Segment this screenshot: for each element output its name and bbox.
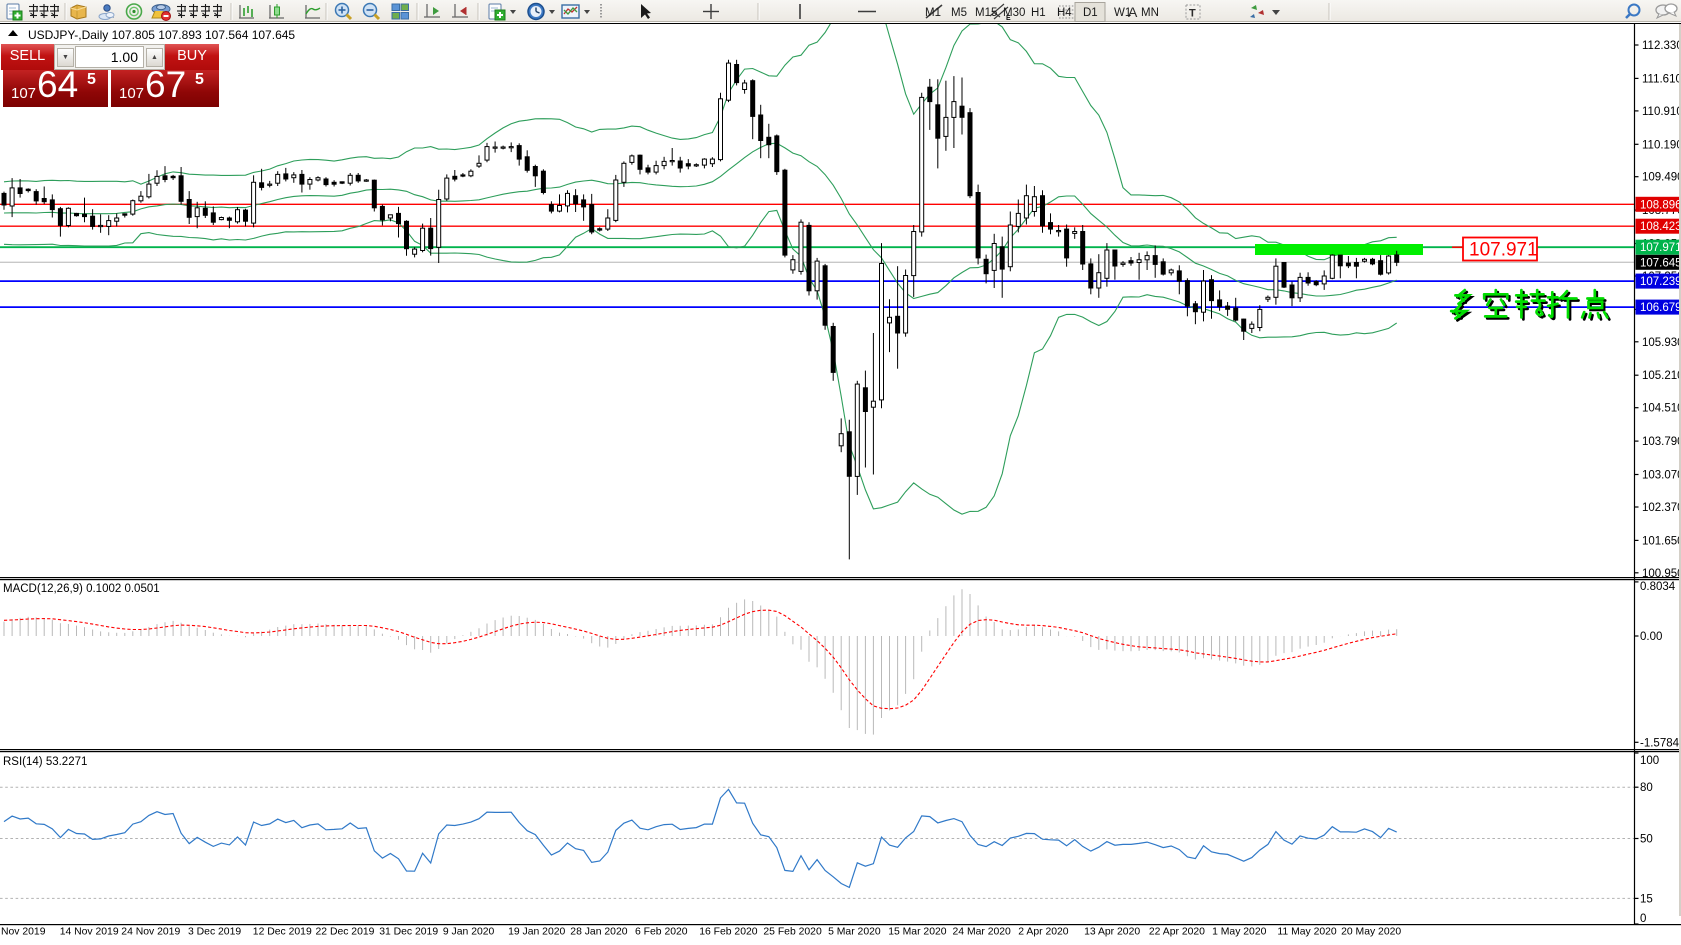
svg-text:13 Apr 2020: 13 Apr 2020 [1084, 927, 1140, 938]
svg-text:107.971: 107.971 [1469, 240, 1538, 261]
svg-text:105.930: 105.930 [1642, 337, 1681, 349]
svg-text:100.950: 100.950 [1642, 568, 1681, 580]
svg-text:50: 50 [1640, 834, 1653, 846]
svg-text:105.210: 105.210 [1642, 370, 1681, 382]
svg-text:W1: W1 [1114, 7, 1131, 19]
svg-text:80: 80 [1640, 782, 1653, 794]
svg-text:102.370: 102.370 [1642, 502, 1681, 514]
svg-text:107.239: 107.239 [1640, 276, 1681, 288]
svg-text:31 Dec 2019: 31 Dec 2019 [379, 927, 438, 938]
svg-text:0.8034: 0.8034 [1640, 581, 1676, 593]
svg-text:M30: M30 [1003, 7, 1025, 19]
svg-text:112.330: 112.330 [1642, 40, 1681, 52]
svg-text:103.070: 103.070 [1642, 470, 1681, 482]
svg-text:9 Jan 2020: 9 Jan 2020 [443, 927, 495, 938]
svg-text:28 Jan 2020: 28 Jan 2020 [570, 927, 627, 938]
svg-text:15 Mar 2020: 15 Mar 2020 [888, 927, 947, 938]
svg-text:14 Nov 2019: 14 Nov 2019 [60, 927, 119, 938]
svg-text:-1.5784: -1.5784 [1640, 737, 1680, 749]
svg-text:1 May 2020: 1 May 2020 [1212, 927, 1267, 938]
svg-text:25 Feb 2020: 25 Feb 2020 [763, 927, 822, 938]
svg-text:USDJPY-,Daily 107.805 107.893: USDJPY-,Daily 107.805 107.893 107.564 10… [28, 28, 295, 42]
svg-text:110.190: 110.190 [1642, 139, 1681, 151]
svg-text:24 Mar 2020: 24 Mar 2020 [953, 927, 1012, 938]
svg-text:Nov 2019: Nov 2019 [1, 927, 46, 938]
svg-text:D1: D1 [1083, 7, 1098, 19]
svg-text:24 Nov 2019: 24 Nov 2019 [121, 927, 180, 938]
svg-text:111.610: 111.610 [1642, 73, 1681, 85]
svg-text:0: 0 [1640, 913, 1646, 925]
svg-text:110.910: 110.910 [1642, 106, 1681, 118]
svg-text:2 Apr 2020: 2 Apr 2020 [1018, 927, 1068, 938]
svg-text:12 Dec 2019: 12 Dec 2019 [253, 927, 312, 938]
svg-text:M15: M15 [975, 7, 997, 19]
svg-text:M5: M5 [951, 7, 967, 19]
svg-text:3 Dec 2019: 3 Dec 2019 [188, 927, 241, 938]
svg-text:H4: H4 [1057, 7, 1072, 19]
svg-text:22 Dec 2019: 22 Dec 2019 [316, 927, 375, 938]
svg-text:107.971: 107.971 [1640, 242, 1681, 254]
svg-text:MN: MN [1141, 7, 1159, 19]
svg-text:T: T [1189, 8, 1196, 20]
svg-text:15: 15 [1640, 893, 1653, 905]
svg-text:20 May 2020: 20 May 2020 [1341, 927, 1401, 938]
svg-text:H1: H1 [1031, 7, 1046, 19]
svg-text:RSI(14) 53.2271: RSI(14) 53.2271 [3, 756, 87, 768]
svg-text:108.896: 108.896 [1640, 199, 1681, 211]
svg-text:MACD(12,26,9) 0.1002 0.0501: MACD(12,26,9) 0.1002 0.0501 [3, 583, 160, 595]
svg-text:104.510: 104.510 [1642, 403, 1681, 415]
svg-text:106.679: 106.679 [1640, 302, 1681, 314]
svg-text:5 Mar 2020: 5 Mar 2020 [828, 927, 881, 938]
svg-text:108.423: 108.423 [1640, 221, 1681, 233]
svg-text:6 Feb 2020: 6 Feb 2020 [635, 927, 688, 938]
svg-text:16 Feb 2020: 16 Feb 2020 [699, 927, 758, 938]
svg-text:11 May 2020: 11 May 2020 [1277, 927, 1337, 938]
svg-text:107.645: 107.645 [1640, 257, 1681, 269]
svg-text:103.790: 103.790 [1642, 436, 1681, 448]
svg-text:19 Jan 2020: 19 Jan 2020 [508, 927, 565, 938]
svg-text:22 Apr 2020: 22 Apr 2020 [1149, 927, 1205, 938]
svg-text:0.00: 0.00 [1640, 631, 1662, 643]
svg-text:M1: M1 [925, 7, 941, 19]
svg-text:109.490: 109.490 [1642, 172, 1681, 184]
svg-text:100: 100 [1640, 755, 1659, 767]
svg-text:101.650: 101.650 [1642, 535, 1681, 547]
